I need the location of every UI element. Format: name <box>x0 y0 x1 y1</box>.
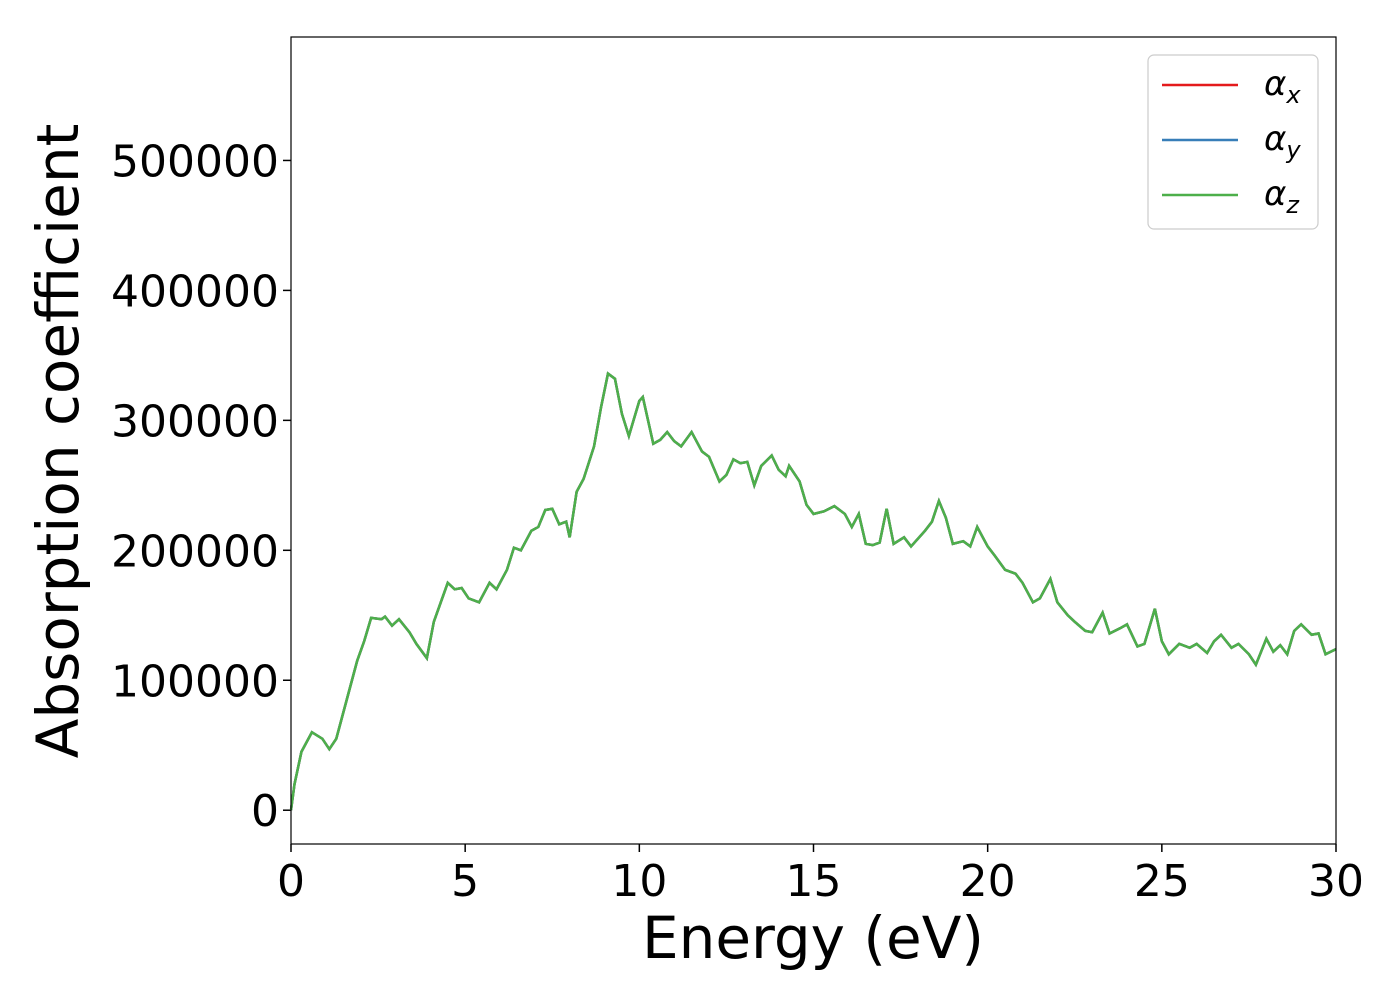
y-tick-label: 0 <box>251 786 279 837</box>
x-tick-label: 5 <box>451 856 479 907</box>
legend-label: αx <box>1264 64 1301 109</box>
y-axis-label: Absorption coefficient <box>24 124 92 759</box>
line-series <box>289 371 1337 811</box>
legend-box <box>1147 54 1319 230</box>
legend-label: αz <box>1264 174 1300 219</box>
y-tick-label: 500000 <box>111 136 279 187</box>
x-tick-label: 10 <box>611 856 667 907</box>
x-tick-label: 0 <box>277 856 305 907</box>
y-tick-label: 100000 <box>111 656 279 707</box>
x-tick-label: 30 <box>1308 856 1364 907</box>
x-tick-label: 20 <box>960 856 1016 907</box>
x-axis-label: Energy (eV) <box>642 904 984 972</box>
y-tick-label: 300000 <box>111 396 279 447</box>
y-tick-label: 400000 <box>111 266 279 317</box>
plot-frame <box>290 36 1337 845</box>
x-tick-label: 25 <box>1134 856 1190 907</box>
y-tick-label: 200000 <box>111 526 279 577</box>
legend-label: αy <box>1264 119 1301 164</box>
x-tick-label: 15 <box>786 856 842 907</box>
line-series <box>289 371 1337 811</box>
line-series <box>289 371 1337 811</box>
